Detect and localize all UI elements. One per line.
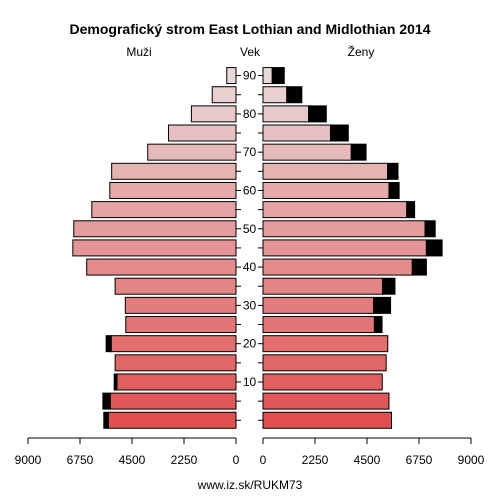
bar-female-surplus-35-39 [381, 277, 396, 295]
bar-female-5-9 [262, 392, 390, 410]
bar-male-80-84 [190, 105, 237, 123]
bar-female-surplus-30-34 [373, 296, 392, 314]
bar-female-35-39 [262, 277, 383, 295]
bar-male-30-34 [124, 296, 237, 314]
age-tick-label: 50 [243, 222, 257, 236]
female-label: Ženy [348, 44, 375, 59]
value-tick-label-female-zero: 0 [260, 453, 267, 467]
chart-title: Demografický strom East Lothian and Midl… [70, 21, 431, 37]
bars-group [72, 67, 443, 429]
bar-female-surplus-50-54 [424, 220, 436, 238]
bar-female-surplus-85-89 [286, 86, 303, 104]
bar-male-surplus-0-4 [103, 411, 109, 429]
bar-female-surplus-75-79 [329, 124, 349, 142]
bar-male-45-49 [72, 239, 237, 257]
bar-female-0-4 [262, 411, 392, 429]
bar-female-surplus-90+ [271, 67, 285, 85]
bar-female-90+ [262, 67, 273, 85]
age-tick-label: 80 [243, 107, 257, 121]
axes-group: 10 20 30 40 50 60 70 80 90 9000 6750 4500 2250 0 2250 4… [15, 69, 485, 467]
bar-male-60-64 [109, 181, 237, 199]
age-tick-label: 10 [243, 375, 257, 389]
bar-female-60-64 [262, 181, 390, 199]
value-tick-label: 9000 [15, 453, 42, 467]
bar-male-65-69 [111, 162, 237, 180]
bar-female-25-29 [262, 316, 375, 334]
bar-female-50-54 [262, 220, 426, 238]
age-tick-label: 60 [243, 183, 257, 197]
value-tick-label: 4500 [119, 453, 146, 467]
bar-male-surplus-10-14 [113, 373, 118, 391]
age-tick-label: 40 [243, 260, 257, 274]
bar-male-50-54 [73, 220, 237, 238]
bar-female-45-49 [262, 239, 427, 257]
bar-female-70-74 [262, 143, 352, 161]
bar-male-15-19 [114, 354, 237, 372]
value-tick-label: 6750 [406, 453, 433, 467]
bar-female-surplus-80-84 [308, 105, 327, 123]
age-axis-label: Vek [240, 45, 261, 59]
bar-male-70-74 [147, 143, 237, 161]
age-tick-label: 20 [243, 337, 257, 351]
value-tick-label: 6750 [67, 453, 94, 467]
value-tick-label: 9000 [458, 453, 485, 467]
bar-female-surplus-65-69 [387, 162, 399, 180]
bar-female-65-69 [262, 162, 389, 180]
value-tick-label: 0 [233, 453, 240, 467]
bar-female-75-79 [262, 124, 331, 142]
bar-male-55-59 [91, 201, 237, 219]
bar-male-20-24 [110, 335, 237, 353]
bar-male-75-79 [168, 124, 237, 142]
value-tick-label: 2250 [302, 453, 329, 467]
source-label: www.iz.sk/RUKM73 [197, 478, 303, 492]
bar-female-10-14 [262, 373, 383, 391]
bar-male-0-4 [107, 411, 237, 429]
age-tick-label: 30 [243, 298, 257, 312]
bar-male-10-14 [116, 373, 237, 391]
age-tick-label: 90 [243, 69, 257, 83]
bar-female-surplus-45-49 [425, 239, 443, 257]
value-tick-label: 2250 [171, 453, 198, 467]
bar-male-90+ [226, 67, 237, 85]
value-tick-label: 4500 [354, 453, 381, 467]
bar-female-surplus-40-44 [411, 258, 427, 276]
bar-female-surplus-25-29 [373, 316, 383, 334]
bar-female-55-59 [262, 201, 408, 219]
bar-female-surplus-70-74 [350, 143, 367, 161]
bar-female-85-89 [262, 86, 288, 104]
bar-female-80-84 [262, 105, 310, 123]
bar-female-20-24 [262, 335, 389, 353]
bar-male-40-44 [86, 258, 237, 276]
bar-male-surplus-20-24 [105, 335, 112, 353]
bar-male-surplus-5-9 [102, 392, 111, 410]
bar-female-surplus-60-64 [388, 181, 400, 199]
male-label: Muži [126, 45, 151, 59]
bar-female-30-34 [262, 296, 375, 314]
bar-female-15-19 [262, 354, 387, 372]
age-tick-label: 70 [243, 145, 257, 159]
bar-male-5-9 [109, 392, 237, 410]
bar-female-40-44 [262, 258, 413, 276]
bar-male-25-29 [125, 316, 237, 334]
bar-male-35-39 [114, 277, 237, 295]
bar-male-85-89 [211, 86, 237, 104]
bar-female-surplus-55-59 [406, 201, 416, 219]
